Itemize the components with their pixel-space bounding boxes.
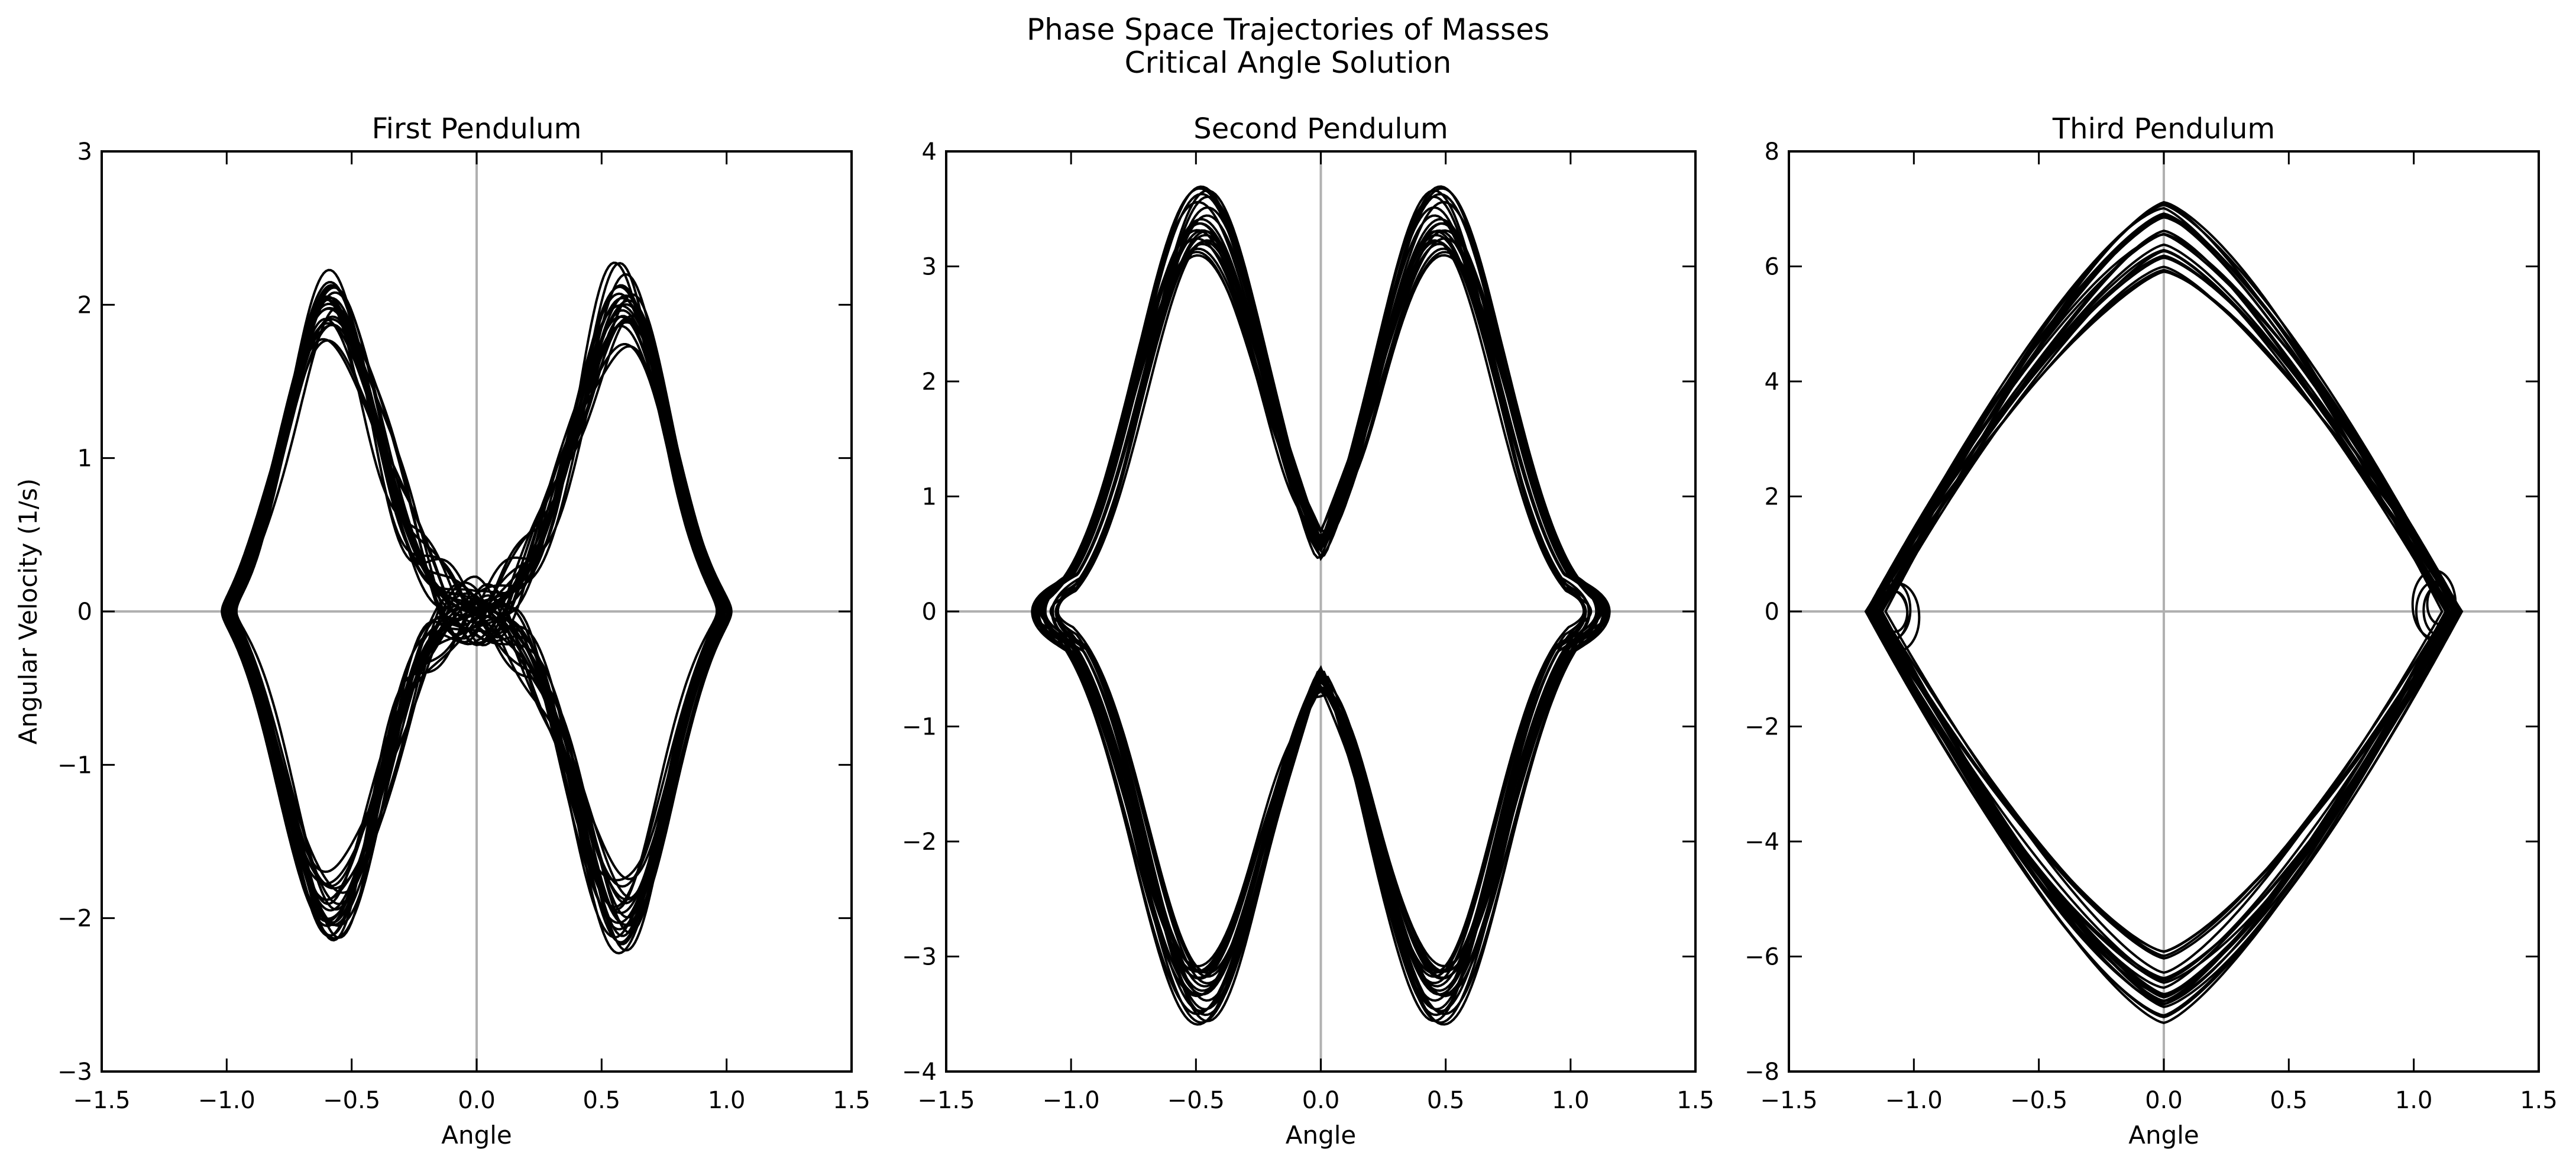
third-pendulum-turning-ring <box>1875 582 1921 653</box>
second-pendulum-xtick-label: −0.5 <box>1167 1087 1225 1114</box>
third-pendulum-ytick-label: −4 <box>1745 828 1779 856</box>
first-pendulum-axes: −1.5 −1.0 −0.5 0.0 0.5 1.0 1.5 −3 −2 −1 0 1 2 3 First … <box>14 112 870 1150</box>
second-pendulum-trajectory <box>1031 185 1611 1026</box>
third-pendulum-ytick-label: 6 <box>1765 254 1779 281</box>
third-pendulum-xlabel: Angle <box>2128 1121 2199 1150</box>
third-pendulum-loop <box>1874 256 2454 960</box>
second-pendulum-xtick-label: −1.5 <box>917 1087 975 1114</box>
third-pendulum-axes: −1.5 −1.0 −0.5 0.0 0.5 1.0 1.5 −8 −6 −4 −2 0 2 4 6 8 Thi… <box>1745 112 2558 1150</box>
figure-subtitle: Critical Angle Solution <box>1124 46 1452 80</box>
second-pendulum-loop <box>1054 214 1587 1002</box>
second-pendulum-ytick-label: −4 <box>902 1059 937 1086</box>
second-pendulum-ytick-label: 0 <box>922 598 937 626</box>
second-pendulum-xtick-label: −1.0 <box>1043 1087 1100 1114</box>
first-pendulum-xtick-label: −0.5 <box>323 1087 380 1114</box>
third-pendulum-turning-ring <box>2411 569 2457 640</box>
first-pendulum-title: First Pendulum <box>372 112 582 145</box>
second-pendulum-xlabel: Angle <box>1286 1121 1357 1150</box>
third-pendulum-xtick-label: 1.0 <box>2395 1087 2433 1114</box>
third-pendulum-ytick-label: −6 <box>1745 944 1779 971</box>
second-pendulum-ytick-label: 3 <box>922 254 937 281</box>
third-pendulum-loop <box>1865 216 2462 1017</box>
second-pendulum-ytick-label: −3 <box>902 944 937 971</box>
first-pendulum-xlabel: Angle <box>441 1121 512 1150</box>
third-pendulum-loop <box>1876 243 2452 1006</box>
first-pendulum-ytick-label: 2 <box>77 292 92 319</box>
first-pendulum-ytick-label: −2 <box>57 905 92 933</box>
second-pendulum-ytick-label: 1 <box>922 484 937 511</box>
third-pendulum-loop <box>1869 268 2458 1005</box>
third-pendulum-ytick-label: 8 <box>1765 138 1779 166</box>
first-pendulum-xtick-label: 1.5 <box>833 1087 870 1114</box>
second-pendulum-xtick-label: 0.0 <box>1302 1087 1340 1114</box>
third-pendulum-trajectory <box>1864 200 2464 1024</box>
first-pendulum-xtick-label: 0.5 <box>583 1087 621 1114</box>
first-pendulum-xtick-label: −1.5 <box>73 1087 130 1114</box>
first-pendulum-xtick-label: 0.0 <box>458 1087 496 1114</box>
second-pendulum-loop <box>1041 193 1600 974</box>
first-pendulum-xtick-label: −1.0 <box>198 1087 255 1114</box>
first-pendulum-loop <box>222 302 731 927</box>
second-pendulum-ytick-label: −1 <box>902 714 937 741</box>
second-pendulum-loop <box>1056 206 1586 978</box>
third-pendulum-ytick-label: −8 <box>1745 1059 1779 1086</box>
first-pendulum-xtick-label: 1.0 <box>708 1087 746 1114</box>
first-pendulum-loop <box>229 273 724 952</box>
first-pendulum-loop <box>224 294 730 942</box>
third-pendulum-ytick-label: 2 <box>1765 484 1779 511</box>
third-pendulum-turning-ring <box>2415 580 2455 642</box>
third-pendulum-xtick-label: 1.5 <box>2520 1087 2558 1114</box>
second-pendulum-xtick-label: 1.0 <box>1552 1087 1590 1114</box>
third-pendulum-ytick-label: 0 <box>1765 598 1779 626</box>
first-pendulum-trajectory <box>221 261 733 955</box>
first-pendulum-ytick-label: −3 <box>57 1059 92 1086</box>
third-pendulum-xtick-label: −0.5 <box>2010 1087 2067 1114</box>
third-pendulum-title: Third Pendulum <box>2052 112 2275 145</box>
second-pendulum-ytick-label: −2 <box>902 828 937 856</box>
first-pendulum-ytick-label: 3 <box>77 138 92 166</box>
third-pendulum-xtick-label: −1.0 <box>1885 1087 1943 1114</box>
third-pendulum-turning-ring <box>1872 579 1912 640</box>
first-pendulum-ylabel: Angular Velocity (1/s) <box>14 478 43 745</box>
second-pendulum-loop <box>1051 230 1590 1017</box>
first-pendulum-ytick-label: −1 <box>57 752 92 779</box>
first-pendulum-loop <box>234 261 719 927</box>
first-pendulum-ytick-label: 0 <box>77 598 92 626</box>
third-pendulum-ytick-label: −2 <box>1745 714 1779 741</box>
third-pendulum-xtick-label: −1.5 <box>1760 1087 1817 1114</box>
figure-title: Phase Space Trajectories of Masses <box>1026 12 1550 47</box>
third-pendulum-ytick-label: 4 <box>1765 368 1779 396</box>
second-pendulum-ytick-label: 4 <box>922 138 937 166</box>
second-pendulum-title: Second Pendulum <box>1193 112 1448 145</box>
second-pendulum-xtick-label: 0.5 <box>1427 1087 1465 1114</box>
third-pendulum-xtick-label: 0.0 <box>2145 1087 2183 1114</box>
first-pendulum-ytick-label: 1 <box>77 445 92 472</box>
second-pendulum-ytick-label: 2 <box>922 368 937 396</box>
third-pendulum-xtick-label: 0.5 <box>2270 1087 2308 1114</box>
second-pendulum-xtick-label: 1.5 <box>1677 1087 1714 1114</box>
second-pendulum-axes: −1.5 −1.0 −0.5 0.0 0.5 1.0 1.5 −4 −3 −2 −1 0 1 2 3 4 Sec… <box>902 112 1714 1150</box>
second-pendulum-loop <box>1049 240 1593 988</box>
